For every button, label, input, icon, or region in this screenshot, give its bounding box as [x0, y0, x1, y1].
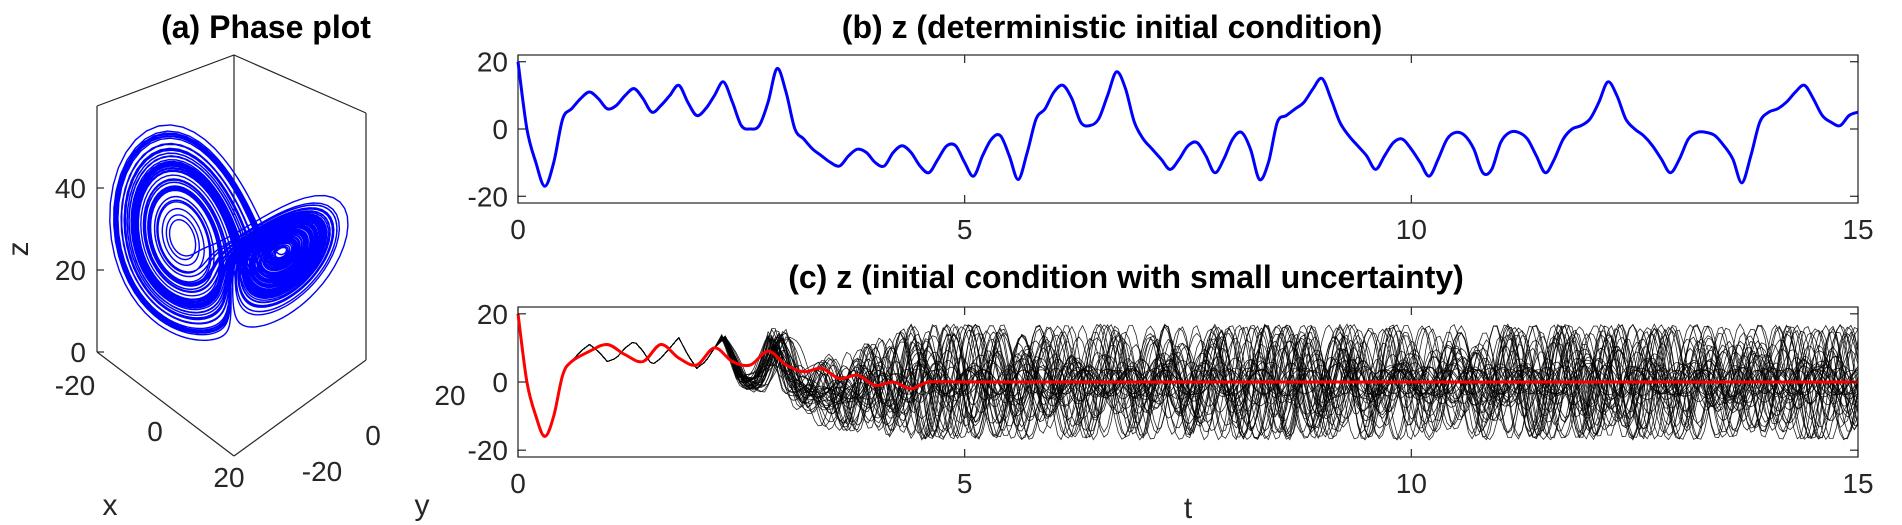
- ensemble-trajectory: [517, 315, 1859, 439]
- panel-c-title: (c) z (initial condition with small unce…: [788, 259, 1464, 295]
- panel-b-frame: [517, 54, 1859, 204]
- ensemble-trajectory: [517, 315, 1859, 440]
- x-axis-edge: [96, 351, 235, 457]
- x-tick-label-10: 10: [1396, 214, 1427, 245]
- x-tick-label-0: 0: [147, 416, 163, 447]
- ensemble-trajectory: [517, 315, 1859, 441]
- panel-c: (c) z (initial condition with small unce…: [468, 259, 1874, 525]
- z-tick-label-20: 20: [55, 255, 86, 286]
- ensemble-trajectory: [517, 315, 1859, 439]
- z-axis-label: z: [2, 242, 35, 257]
- ensemble-trajectory: [517, 315, 1859, 438]
- panel-a: (a) Phase plot 0 20 40 z -20 0 20 x -20 …: [2, 9, 466, 522]
- y-tick-label-0: 0: [492, 367, 508, 398]
- z-ticks: 0 20 40: [55, 173, 104, 368]
- y-tick-label-20: 20: [477, 47, 508, 78]
- x-tick-label-5: 5: [957, 214, 973, 245]
- y-tick-label--20: -20: [468, 435, 508, 466]
- x-tick-label-15: 15: [1842, 214, 1873, 245]
- y-tick-label-neg20: -20: [302, 456, 342, 487]
- y-tick-label-20: 20: [434, 380, 465, 411]
- y-tick-label-20: 20: [477, 299, 508, 330]
- ensemble-trajectory: [517, 315, 1859, 440]
- z-tick-label-40: 40: [55, 173, 86, 204]
- panel-b-title: (b) z (deterministic initial condition): [842, 9, 1382, 45]
- ensemble-trajectory: [517, 315, 1859, 440]
- ensemble-trajectory: [517, 315, 1859, 439]
- panel-c-ensemble: [517, 315, 1859, 441]
- box-back-top-edges: [96, 54, 367, 114]
- y-tick-label-0: 0: [492, 114, 508, 145]
- x-tick-label-15: 15: [1842, 468, 1873, 499]
- ensemble-trajectory: [517, 315, 1859, 440]
- x-tick-label-0: 0: [510, 214, 526, 245]
- z-tick-label-0: 0: [70, 337, 86, 368]
- y-axis-edge: [233, 359, 367, 457]
- y-axis-label: y: [415, 489, 430, 522]
- y-tick-label--20: -20: [468, 181, 508, 212]
- ensemble-trajectory: [517, 315, 1859, 440]
- panel-b-series-line: [516, 61, 1859, 188]
- x-tick-label-0: 0: [510, 468, 526, 499]
- attractor-trajectory: [109, 124, 349, 341]
- x-tick-label-20: 20: [213, 462, 244, 493]
- y-tick-label-0: 0: [365, 420, 381, 451]
- x-ticks: -20 0 20: [55, 370, 245, 493]
- ensemble-trajectory: [517, 315, 1859, 441]
- x-axis-label: x: [103, 489, 118, 522]
- x-tick-label-neg20: -20: [55, 370, 95, 401]
- panel-c-x-axis-label: t: [1184, 492, 1193, 525]
- y-ticks: -20 0 20: [302, 380, 466, 487]
- ensemble-trajectory: [517, 315, 1859, 441]
- x-tick-label-10: 10: [1396, 468, 1427, 499]
- x-tick-label-5: 5: [957, 468, 973, 499]
- ensemble-trajectory: [517, 315, 1859, 438]
- panel-c-mean-line: [516, 313, 1858, 438]
- panel-a-title: (a) Phase plot: [161, 9, 371, 45]
- panel-b: (b) z (deterministic initial condition) …: [468, 9, 1874, 245]
